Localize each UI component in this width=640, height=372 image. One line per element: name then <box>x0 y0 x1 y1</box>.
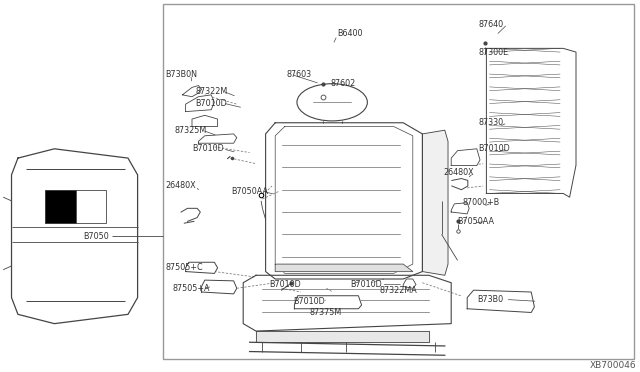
Text: B7010D: B7010D <box>192 144 224 153</box>
Polygon shape <box>186 262 218 273</box>
Polygon shape <box>182 86 202 97</box>
Polygon shape <box>403 279 416 288</box>
Text: XB700046: XB700046 <box>590 361 637 370</box>
Text: 26480X: 26480X <box>444 169 474 177</box>
Text: 87330: 87330 <box>479 118 504 127</box>
Polygon shape <box>275 264 413 272</box>
Polygon shape <box>202 280 237 294</box>
Text: 87602: 87602 <box>330 79 355 88</box>
Polygon shape <box>243 275 451 331</box>
Polygon shape <box>451 149 480 166</box>
Polygon shape <box>486 48 576 197</box>
Polygon shape <box>266 123 422 279</box>
Text: 87640: 87640 <box>479 20 504 29</box>
Text: B7010D: B7010D <box>293 297 325 306</box>
Polygon shape <box>186 95 214 112</box>
Polygon shape <box>451 203 469 214</box>
Text: 87322MA: 87322MA <box>380 286 417 295</box>
Text: 26480X: 26480X <box>165 182 196 190</box>
Text: B7010D: B7010D <box>479 144 511 153</box>
Polygon shape <box>256 331 429 342</box>
Text: 87000+B: 87000+B <box>462 198 499 207</box>
Text: 87505+A: 87505+A <box>173 284 211 293</box>
Text: B7010D: B7010D <box>269 280 301 289</box>
Text: B7010D: B7010D <box>195 99 227 108</box>
Ellipse shape <box>297 84 367 121</box>
Polygon shape <box>294 296 362 309</box>
Text: 87505+C: 87505+C <box>165 263 203 272</box>
Polygon shape <box>192 115 218 126</box>
Bar <box>163 4 634 359</box>
Text: 87300E: 87300E <box>479 48 509 57</box>
Polygon shape <box>422 130 448 275</box>
Text: B7050: B7050 <box>83 232 109 241</box>
Polygon shape <box>467 290 534 312</box>
Text: B6400: B6400 <box>337 29 363 38</box>
Polygon shape <box>198 134 237 143</box>
Text: B7050AA: B7050AA <box>232 187 269 196</box>
Text: 87322M: 87322M <box>195 87 227 96</box>
Text: B7050AA: B7050AA <box>457 217 494 226</box>
Text: 87375M: 87375M <box>309 308 341 317</box>
Text: B73B0: B73B0 <box>477 295 503 304</box>
Text: B7010D: B7010D <box>351 280 383 289</box>
Text: B73B0N: B73B0N <box>165 70 197 79</box>
Bar <box>45 190 106 223</box>
Text: 87603: 87603 <box>286 70 311 79</box>
Text: 87325M: 87325M <box>174 126 206 135</box>
Bar <box>45 190 76 223</box>
Polygon shape <box>12 149 138 324</box>
